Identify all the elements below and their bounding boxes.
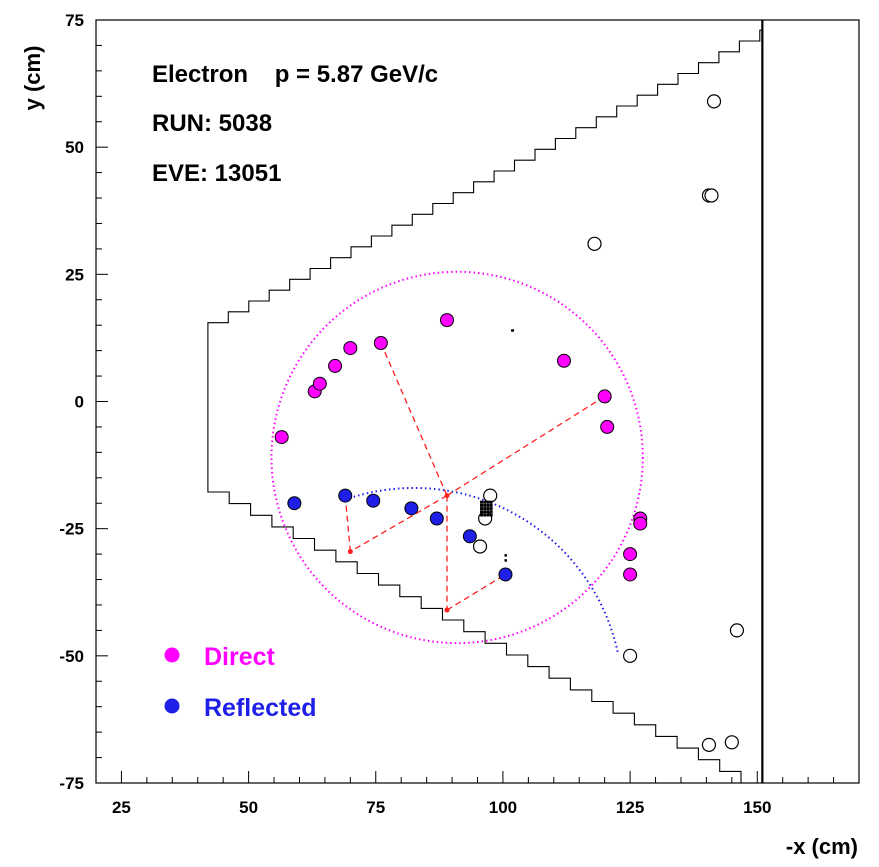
x-tick-label: 75 [366, 798, 385, 817]
track-pixel [489, 510, 493, 514]
track-pixel [480, 513, 484, 517]
track-pixel [489, 503, 493, 507]
unused-hit-marker [704, 188, 719, 203]
unused-hit-marker [483, 488, 498, 503]
reflection-point [444, 493, 450, 499]
legend: Direct Reflected [164, 643, 317, 722]
track-pixel [480, 503, 484, 507]
x-tick-label: 150 [743, 798, 771, 817]
track-pixel [483, 500, 487, 504]
reflected-hit-marker [498, 567, 513, 582]
detector-outline [207, 20, 764, 784]
direct-ring-fit [270, 270, 644, 645]
reconstruction-lines [344, 342, 606, 613]
track-pixel [486, 507, 490, 511]
y-tick-label: 75 [65, 11, 84, 30]
direct-hit-marker [312, 376, 327, 391]
reconstruction-line [380, 342, 448, 496]
direct-hit-marker [373, 336, 388, 351]
reconstruction-line [446, 395, 606, 497]
direct-hit-marker [343, 341, 358, 356]
track-pixel [480, 510, 484, 514]
hit-markers [274, 94, 745, 752]
unused-hit-marker [706, 94, 722, 109]
reflection-point [347, 549, 353, 555]
unused-hit-marker [587, 236, 602, 251]
track-pixel [486, 503, 490, 507]
axes: 25 50 75 100 125 150 -75 -50 -25 0 25 50 75 [59, 11, 860, 817]
unused-hit-marker [701, 737, 717, 752]
y-axis-title: y (cm) [20, 46, 45, 111]
track-pixel [486, 510, 490, 514]
direct-hit-marker [556, 353, 571, 368]
track-pixel [504, 559, 507, 562]
reconstruction-line [344, 495, 351, 552]
direct-hit-marker [600, 419, 615, 434]
x-tick-label: 100 [489, 798, 517, 817]
track-pixel [486, 500, 490, 504]
legend-reflected-label: Reflected [204, 694, 317, 722]
direct-hit-marker [439, 313, 454, 328]
legend-direct-marker [164, 647, 180, 663]
reflected-hit-marker [287, 496, 302, 511]
reflected-hit-marker [462, 529, 477, 544]
unused-hit-marker [729, 623, 745, 638]
detector-boundary [207, 20, 763, 784]
legend-direct-label: Direct [204, 643, 276, 671]
run-annotation: RUN: 5038 [152, 110, 272, 137]
ring-fit-curves [270, 270, 644, 654]
reflected-ring-fit [349, 487, 619, 654]
legend-reflected-marker [164, 698, 180, 714]
reconstruction-line [446, 573, 506, 611]
track-pixel [511, 329, 515, 332]
y-tick-label: 50 [65, 138, 84, 157]
track-pixel [486, 513, 490, 517]
y-tick-label: -25 [59, 520, 84, 539]
y-tick-label: -50 [59, 647, 84, 666]
track-pixel [483, 503, 487, 507]
unused-hit-marker [472, 539, 488, 554]
track-pixel [489, 513, 493, 517]
track-pixel [483, 510, 487, 514]
y-tick-label: -75 [59, 774, 84, 793]
direct-hit-marker [623, 547, 638, 562]
track-pixel [504, 554, 507, 557]
direct-hit-marker [328, 358, 343, 373]
track-pixel [483, 513, 487, 517]
direct-hit-marker [274, 430, 289, 445]
y-tick-label: 25 [65, 265, 84, 284]
reflected-hit-marker [429, 511, 444, 526]
x-tick-label: 50 [239, 798, 258, 817]
reflected-hit-marker [366, 493, 381, 508]
reflected-hit-marker [404, 501, 419, 516]
direct-hit-marker [633, 516, 648, 531]
track-pixel [489, 500, 493, 504]
reflection-point [444, 607, 450, 613]
direct-hit-marker [597, 389, 612, 404]
track-pixel [480, 500, 484, 504]
track-pixel [483, 507, 487, 511]
x-tick-label: 125 [616, 798, 644, 817]
unused-hit-marker [724, 735, 739, 750]
y-tick-label: 0 [75, 393, 84, 412]
reconstruction-line [350, 495, 448, 553]
track-pixel [480, 507, 484, 511]
x-tick-label: 25 [112, 798, 131, 817]
reflected-hit-marker [338, 488, 353, 503]
particle-annotation: Electron p = 5.87 GeV/c [152, 61, 438, 88]
event-annotation: EVE: 13051 [152, 160, 281, 187]
unused-hit-marker [622, 648, 638, 663]
track-hit-cluster [480, 329, 515, 562]
track-pixel [489, 507, 493, 511]
x-axis-title: -x (cm) [786, 834, 858, 859]
direct-hit-marker [623, 567, 638, 582]
